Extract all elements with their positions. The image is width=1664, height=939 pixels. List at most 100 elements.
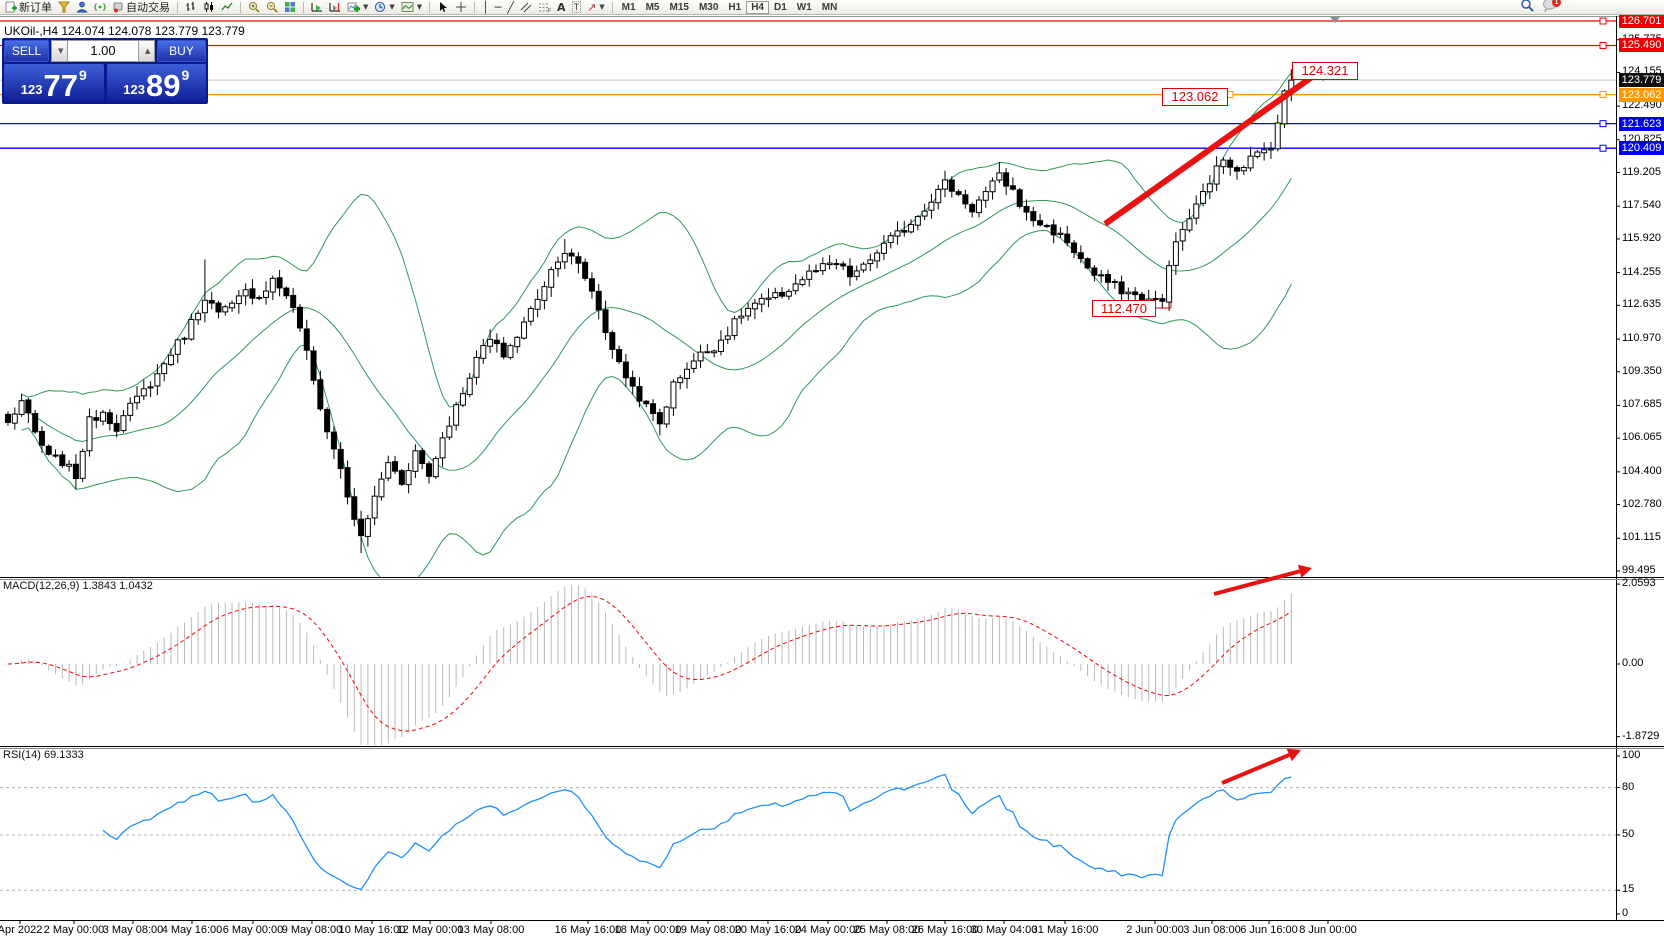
bar-chart-button[interactable] [182,1,200,14]
chart-shift-button[interactable] [326,1,344,14]
sell-button[interactable]: SELL [4,40,49,62]
trend-arrow [1213,569,1301,596]
notification-chat-icon[interactable]: 1 [1542,0,1561,17]
arrow-shape-icon: ↗ [587,0,597,14]
toolbar-separator [474,1,476,13]
fibonacci-icon: F [538,1,551,13]
candlestick-chart-button[interactable] [200,1,218,14]
volume-decrease-button[interactable]: ▼ [51,40,68,62]
candlestick-chart-icon [203,1,215,13]
timeframe-mn[interactable]: MN [817,1,843,14]
chevron-down-icon: ▼ [416,3,423,11]
tile-windows-icon [284,1,296,13]
timeframe-h4[interactable]: H4 [746,0,769,14]
timeframe-d1[interactable]: D1 [769,1,792,14]
new-order-label: 新订单 [19,2,52,14]
horizontal-line-tool-button[interactable]: ─ [492,1,505,14]
toolbar-separator [429,1,431,13]
funnel-icon [58,1,70,13]
auto-scroll-button[interactable] [308,1,326,14]
timeframe-h1[interactable]: H1 [723,1,746,14]
signal-icon [94,1,106,13]
template-icon [401,1,414,13]
horizontal-line-icon: ─ [494,0,502,14]
channel-tool-button[interactable] [517,1,535,14]
toolbar-separator [177,1,178,13]
buy-price-big: 89 [145,68,181,103]
cursor-icon [437,1,449,13]
profile-button[interactable] [73,1,91,14]
new-order-icon [5,1,17,13]
market-watch-button[interactable] [55,1,73,14]
timeframe-m1[interactable]: M1 [617,1,641,14]
macd-indicator-label: MACD(12,26,9) 1.3843 1.0432 [3,580,153,592]
fibonacci-tool-button[interactable]: F [535,1,554,14]
rsi-panel [0,773,1616,891]
user-icon [76,1,88,13]
notification-badge: 1 [1552,0,1561,7]
zoom-out-icon [266,1,278,13]
buy-price-display[interactable]: 123 89 9 [106,64,206,103]
buy-price-sup: 9 [181,67,190,83]
main-price-panel [0,17,1616,577]
line-chart-button[interactable] [218,1,236,14]
bar-chart-icon [185,1,197,13]
buy-button[interactable]: BUY [157,40,206,62]
trend-arrow [1103,70,1320,227]
clock-icon [374,1,386,13]
volume-stepper: ▼ 1.00 ▲ [51,40,155,62]
timeframe-m5[interactable]: M5 [641,1,665,14]
channel-icon [520,1,532,13]
toolbar-separator [303,1,304,13]
templates-button[interactable]: ▼ [398,1,425,14]
autotrade-button[interactable]: 自动交易 [109,1,173,14]
volume-input[interactable]: 1.00 [68,40,138,62]
rsi-indicator-label: RSI(14) 69.1333 [3,749,84,761]
text-label-tool-button[interactable]: T [569,1,585,14]
add-indicator-icon [347,1,360,13]
cursor-tool-button[interactable] [434,1,452,14]
volume-increase-button[interactable]: ▲ [138,40,155,62]
chart-shift-icon [329,1,341,13]
timeframe-m15[interactable]: M15 [664,1,693,14]
timeframe-m30[interactable]: M30 [694,1,723,14]
chart-title: UKOil-,H4 124.074 124.078 123.779 123.77… [4,24,245,38]
indicators-button[interactable]: ▼ [344,1,371,14]
text-icon: A [557,0,566,14]
zoom-out-button[interactable] [263,1,281,14]
trendline-icon: ╱ [507,0,515,14]
zoom-in-icon [248,1,260,13]
periods-button[interactable]: ▼ [371,1,397,14]
chevron-down-icon: ▼ [363,3,369,11]
svg-text:F: F [548,8,551,13]
main-toolbar: 新订单 自动交易 ▼ ▼ ▼ │ ─ ╱ F A T ↗ ▼ M1 M5 M15 M30… [0,0,1664,15]
search-icon[interactable] [1520,0,1534,17]
chevron-down-icon: ▼ [599,3,605,11]
sell-price-display[interactable]: 123 77 9 [4,64,104,102]
macd-panel [7,584,1292,745]
tile-windows-button[interactable] [281,1,299,14]
toolbar-separator [611,1,613,13]
line-chart-icon [221,1,233,13]
autotrade-icon [112,1,124,13]
trendline-tool-button[interactable]: ╱ [504,1,517,14]
chart-shift-marker [1330,17,1340,23]
auto-scroll-icon [311,1,323,13]
signals-button[interactable] [91,1,109,14]
toolbar-separator [240,1,241,13]
trend-arrow [1221,753,1290,785]
autotrade-label: 自动交易 [126,2,170,14]
new-order-button[interactable]: 新订单 [2,1,55,14]
chevron-down-icon: ▼ [389,3,395,11]
text-label-icon: T [571,1,582,13]
crosshair-tool-button[interactable] [452,1,470,14]
sell-price-prefix: 123 [20,82,43,97]
timeframe-w1[interactable]: W1 [792,1,817,14]
zoom-in-button[interactable] [245,1,263,14]
vertical-line-tool-button[interactable]: │ [479,1,492,14]
sell-price-sup: 9 [78,67,87,83]
text-tool-button[interactable]: A [554,1,569,14]
crosshair-icon [455,1,467,13]
arrows-tool-button[interactable]: ↗ ▼ [584,1,608,14]
